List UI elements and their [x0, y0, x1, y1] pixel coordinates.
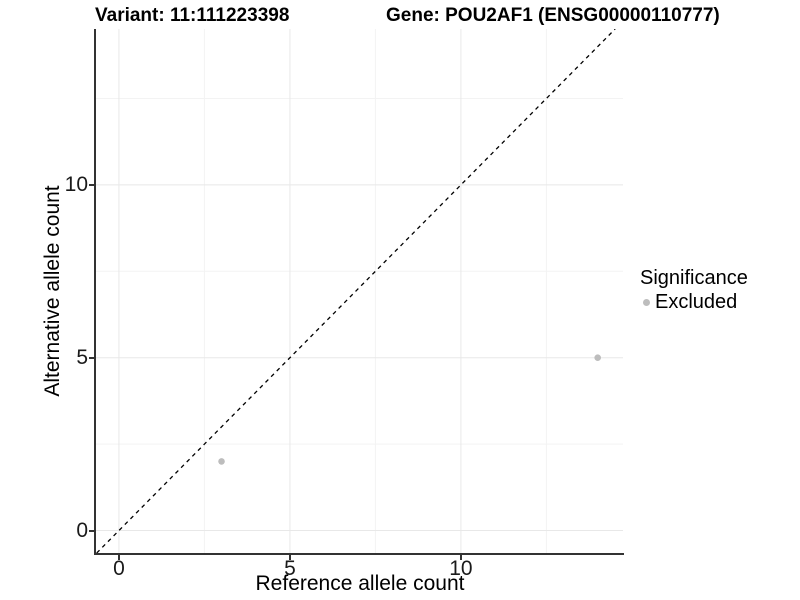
legend-item-excluded: Excluded: [640, 291, 748, 313]
data-point: [594, 354, 601, 362]
y-tick-mark: [89, 529, 94, 532]
legend-item-label: Excluded: [655, 291, 738, 313]
x-tick-label: 10: [449, 557, 473, 580]
x-tick-mark: [288, 555, 291, 560]
x-tick-mark: [459, 555, 462, 560]
identity-dashed-line: [96, 28, 616, 554]
y-axis-line: [94, 29, 96, 555]
legend-title: Significance: [640, 267, 748, 289]
x-axis-label: Reference allele count: [255, 572, 465, 595]
plot-panel: [95, 28, 623, 554]
x-tick-label: 0: [113, 557, 125, 580]
legend: Significance Excluded: [640, 267, 748, 313]
y-tick-mark: [89, 183, 94, 186]
plot-title-gene: Gene: POU2AF1 (ENSG00000110777): [386, 5, 720, 26]
legend-point-icon: [643, 298, 650, 306]
y-tick-label: 5: [76, 345, 88, 369]
legend-items: Excluded: [640, 291, 748, 313]
x-tick-label: 5: [284, 557, 296, 580]
y-tick-mark: [89, 356, 94, 359]
data-point: [218, 458, 225, 465]
x-axis-line: [94, 553, 624, 555]
y-tick-label: 10: [64, 172, 88, 196]
y-tick-label: 0: [76, 518, 88, 542]
x-tick-mark: [117, 555, 120, 560]
plot-canvas: [95, 28, 623, 554]
y-axis-label: Alternative allele count: [41, 185, 64, 397]
plot-title-variant: Variant: 11:111223398: [95, 5, 290, 26]
